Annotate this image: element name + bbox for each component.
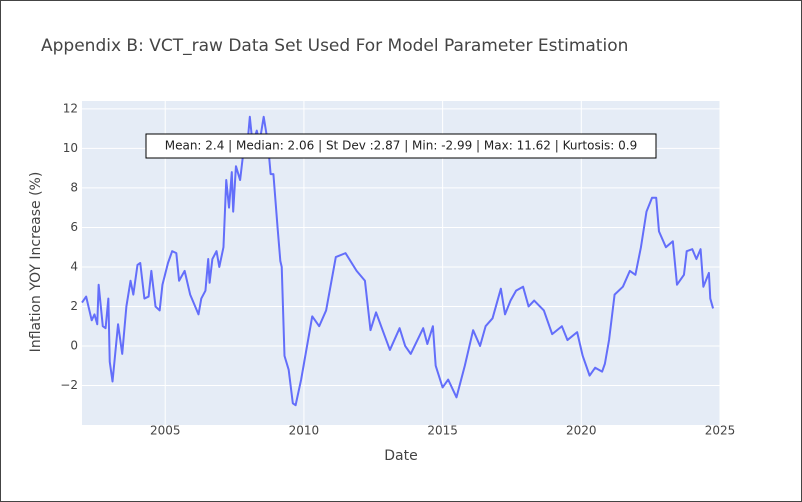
x-tick-label: 2015	[427, 424, 458, 438]
y-tick-label: 0	[70, 338, 78, 352]
y-tick-label: 8	[70, 180, 78, 194]
x-tick-label: 2010	[289, 424, 320, 438]
chart-title: Appendix B: VCT_raw Data Set Used For Mo…	[41, 36, 628, 56]
x-tick-label: 2025	[705, 424, 736, 438]
y-tick-label: 4	[70, 259, 78, 273]
x-tick-label: 2020	[566, 424, 597, 438]
x-tick-label: 2005	[150, 424, 181, 438]
y-tick-label: 2	[70, 299, 78, 313]
y-tick-label: −2	[60, 378, 78, 392]
line-series	[81, 115, 715, 407]
x-axis-label: Date	[384, 448, 417, 464]
annotation: Mean: 2.4 | Median: 2.06 | St Dev :2.87 …	[165, 139, 638, 153]
y-tick-label: 10	[63, 141, 78, 155]
y-axis-label: Inflation YOY Increase (%)	[28, 172, 44, 353]
annotation-box	[145, 133, 657, 159]
y-tick-label: 6	[70, 220, 78, 234]
y-tick-label: 12	[63, 101, 78, 115]
